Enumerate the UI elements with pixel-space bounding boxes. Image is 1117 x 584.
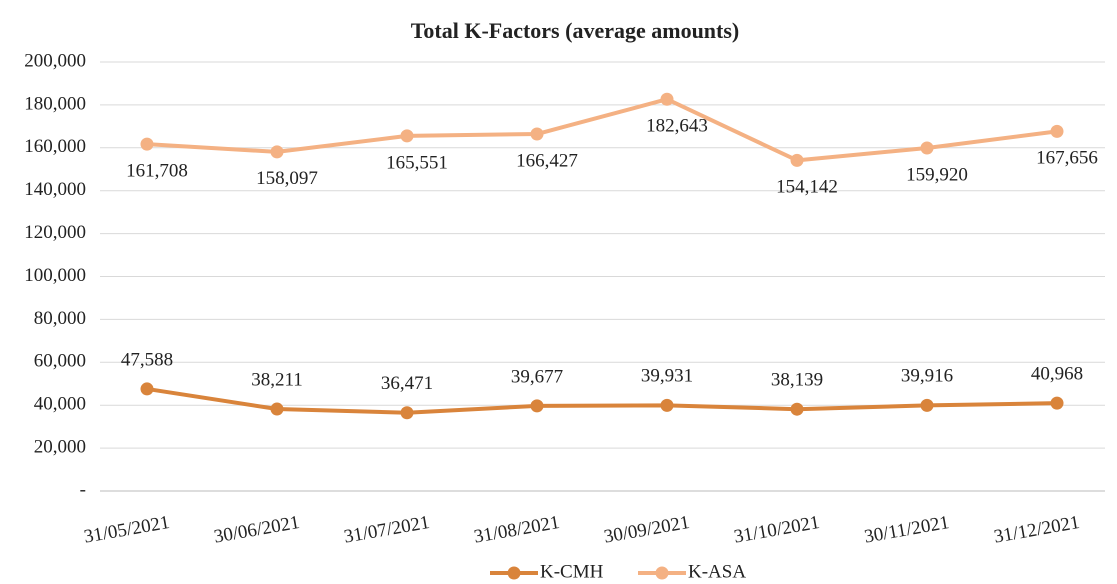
data-label: 161,708	[126, 160, 188, 181]
y-tick-label: 180,000	[24, 93, 86, 114]
data-label: 39,931	[641, 366, 693, 387]
x-tick-label: 30/06/2021	[212, 512, 301, 548]
data-label: 47,588	[121, 349, 173, 370]
point	[530, 127, 544, 141]
point	[1050, 396, 1064, 410]
point	[400, 406, 414, 420]
x-tick-label: 31/07/2021	[342, 512, 431, 548]
legend-marker	[507, 566, 521, 580]
legend-marker	[655, 566, 669, 580]
point	[530, 399, 544, 413]
y-tick-label: 200,000	[24, 50, 86, 71]
point	[790, 402, 804, 416]
data-label: 39,916	[901, 366, 953, 387]
data-label: 36,471	[381, 373, 433, 394]
data-label: 39,677	[511, 366, 563, 387]
point	[660, 398, 674, 412]
y-tick-label: 140,000	[24, 179, 86, 200]
data-label: 166,427	[516, 150, 578, 171]
point	[140, 382, 154, 396]
y-tick-label: 120,000	[24, 222, 86, 243]
y-tick-label: 20,000	[34, 436, 86, 457]
legend-label: K-ASA	[688, 561, 746, 582]
y-tick-label: 100,000	[24, 265, 86, 286]
data-label: 159,920	[906, 164, 968, 185]
y-tick-label: 40,000	[34, 394, 86, 415]
point	[920, 141, 934, 155]
chart-title: Total K-Factors (average amounts)	[411, 18, 740, 43]
legend-label: K-CMH	[540, 561, 604, 582]
point	[270, 145, 284, 159]
x-tick-label: 31/12/2021	[992, 512, 1081, 548]
data-label: 167,656	[1036, 148, 1098, 169]
point	[140, 137, 154, 151]
line	[146, 386, 1058, 415]
point	[1050, 124, 1064, 138]
y-tick-label: 80,000	[34, 308, 86, 329]
data-label: 38,211	[251, 369, 303, 390]
data-label: 182,643	[646, 116, 708, 137]
y-tick-label: 160,000	[24, 136, 86, 157]
point	[790, 153, 804, 167]
point	[270, 402, 284, 416]
data-label: 158,097	[256, 168, 318, 189]
data-label: 165,551	[386, 152, 448, 173]
data-label: 38,139	[771, 370, 823, 391]
point	[400, 129, 414, 143]
point	[660, 92, 674, 106]
y-tick-label: 60,000	[34, 351, 86, 372]
line	[146, 97, 1058, 163]
x-tick-label: 31/08/2021	[472, 512, 561, 548]
data-label: 40,968	[1031, 363, 1083, 384]
x-tick-label: 31/10/2021	[732, 512, 821, 548]
data-label: 154,142	[776, 177, 838, 198]
x-tick-label: 30/09/2021	[602, 512, 691, 548]
x-tick-label: 31/05/2021	[82, 512, 171, 548]
y-tick-label: -	[80, 479, 86, 500]
x-tick-label: 30/11/2021	[863, 512, 951, 548]
point	[920, 398, 934, 412]
